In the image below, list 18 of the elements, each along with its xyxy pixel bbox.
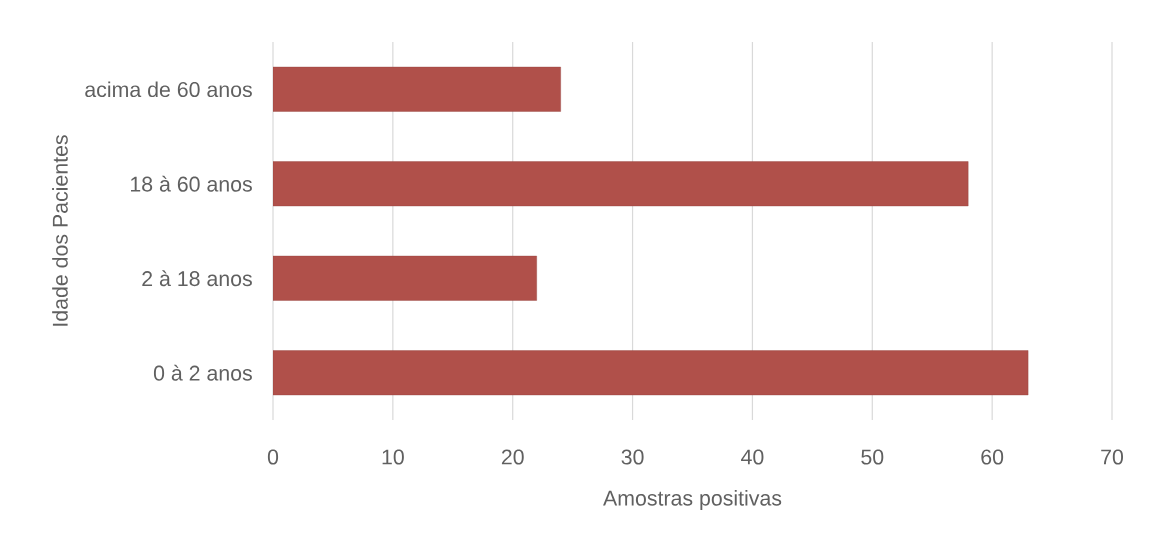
x-tick-label: 40 [741, 449, 764, 465]
x-tick-label: 20 [501, 449, 524, 465]
x-tick-label: 60 [981, 449, 1004, 465]
bar [273, 66, 561, 112]
x-tick-label: 0 [267, 449, 279, 465]
x-tick-label: 50 [861, 449, 884, 465]
x-tick-label: 10 [382, 449, 404, 465]
y-axis-title: Idade dos Pacientes [52, 135, 68, 326]
y-tick-label: 0 à 2 anos [153, 364, 252, 381]
x-axis-title: Amostras positivas [603, 490, 782, 510]
y-tick-label: 2 à 18 anos [142, 270, 252, 287]
y-tick-label: acima de 60 anos [85, 81, 252, 98]
y-tick-label: 18 à 60 anos [131, 175, 252, 192]
bar [273, 255, 537, 301]
x-tick-label: 70 [1101, 449, 1124, 465]
bar [273, 350, 1029, 396]
bar [273, 161, 969, 207]
x-tick-label: 30 [621, 449, 644, 465]
